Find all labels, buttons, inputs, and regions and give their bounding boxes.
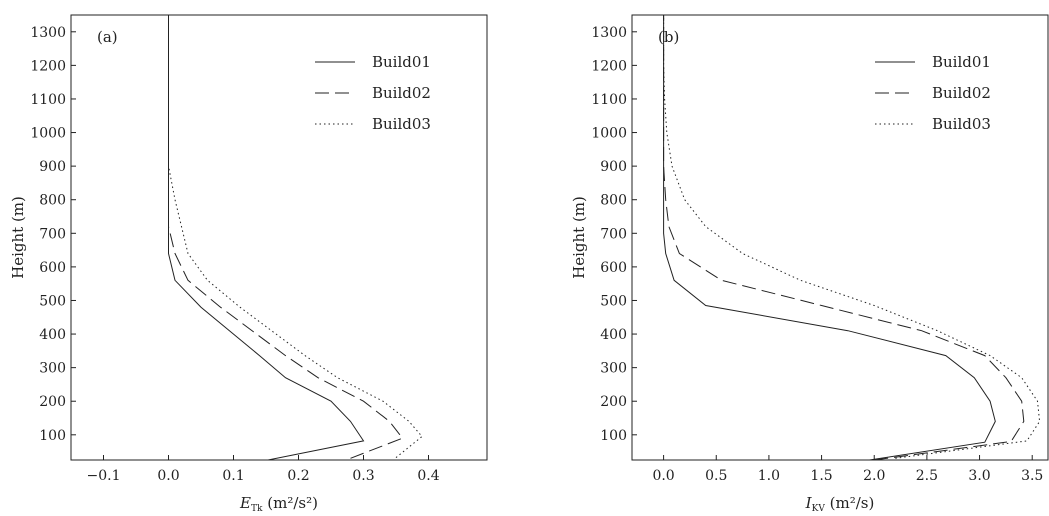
y-tick-label: 1300: [591, 25, 627, 41]
x-tick-label: 1.0: [758, 468, 780, 484]
y-tick-label: 400: [39, 327, 66, 343]
y-tick-label: 1000: [591, 126, 627, 142]
x-tick-label: 1.5: [810, 468, 832, 484]
series-line-build02: [168, 15, 404, 459]
y-tick-label: 500: [600, 293, 627, 309]
x-axis-label-sub: KV: [812, 504, 826, 514]
y-tick-label: 900: [600, 159, 627, 175]
y-tick-label: 300: [600, 361, 627, 377]
y-axis-label: Height (m): [9, 196, 27, 279]
y-tick-label: 200: [600, 394, 627, 410]
y-tick-label: 700: [600, 226, 627, 242]
y-tick-label: 1100: [591, 92, 627, 108]
y-tick-label: 100: [600, 428, 627, 444]
chart-panel-1: 100 200 300 400 500 600 700 800 900 1000 1100 1200 1…: [9, 14, 488, 514]
y-tick-label: 500: [39, 293, 66, 309]
legend-label-build02: Build02: [932, 84, 991, 102]
series-line-build01: [663, 15, 996, 460]
x-axis-label: ETk (m²/s²): [239, 494, 318, 514]
y-tick-label: 1300: [30, 25, 66, 41]
series-line-build03: [168, 15, 423, 458]
x-tick-label: 3.0: [968, 468, 990, 484]
x-tick-label: 3.5: [1021, 468, 1043, 484]
series-line-build01: [168, 15, 365, 460]
x-tick-label: 0.1: [222, 468, 244, 484]
series-line-build02: [663, 15, 1025, 460]
legend-label-build01: Build01: [932, 53, 991, 71]
x-tick-label: 0.0: [652, 468, 674, 484]
legend-label-build02: Build02: [372, 84, 431, 102]
y-tick-label: 300: [39, 361, 66, 377]
x-tick-label: 0.3: [352, 468, 374, 484]
legend-label-build03: Build03: [372, 115, 431, 133]
y-tick-label: 1200: [591, 58, 627, 74]
panel-label: (b): [658, 28, 679, 46]
y-tick-label: 1200: [30, 58, 66, 74]
x-axis-label-main: I: [805, 494, 813, 512]
x-axis-label-main: E: [239, 494, 251, 512]
chart-panel-2: 100 200 300 400 500 600 700 800 900 1000 1100 1200 1…: [570, 14, 1049, 514]
y-tick-label: 800: [600, 193, 627, 209]
x-tick-label: 0.5: [705, 468, 727, 484]
y-tick-label: 700: [39, 226, 66, 242]
y-tick-label: 900: [39, 159, 66, 175]
y-tick-label: 800: [39, 193, 66, 209]
legend-label-build01: Build01: [372, 53, 431, 71]
x-tick-label: 2.5: [916, 468, 938, 484]
plot-frame: [631, 14, 1049, 461]
panel-label: (a): [97, 28, 118, 46]
x-tick-label: 2.0: [863, 468, 885, 484]
y-tick-label: 600: [39, 260, 66, 276]
y-tick-label: 200: [39, 394, 66, 410]
x-axis-label: IKV (m²/s): [805, 494, 875, 514]
y-tick-label: 1000: [30, 126, 66, 142]
x-tick-label: −0.1: [87, 468, 121, 484]
x-axis-label-unit: (m²/s): [825, 494, 874, 512]
y-tick-label: 1100: [30, 92, 66, 108]
legend-label-build03: Build03: [932, 115, 991, 133]
x-tick-label: 0.4: [417, 468, 439, 484]
y-tick-label: 600: [600, 260, 627, 276]
y-tick-label: 100: [39, 428, 66, 444]
x-tick-label: 0.0: [157, 468, 179, 484]
x-axis-label-unit: (m²/s²): [262, 494, 317, 512]
x-axis-label-sub: Tk: [251, 504, 263, 514]
x-tick-label: 0.2: [287, 468, 309, 484]
plot-frame: [70, 14, 488, 461]
y-axis-label: Height (m): [570, 196, 588, 279]
y-tick-label: 400: [600, 327, 627, 343]
